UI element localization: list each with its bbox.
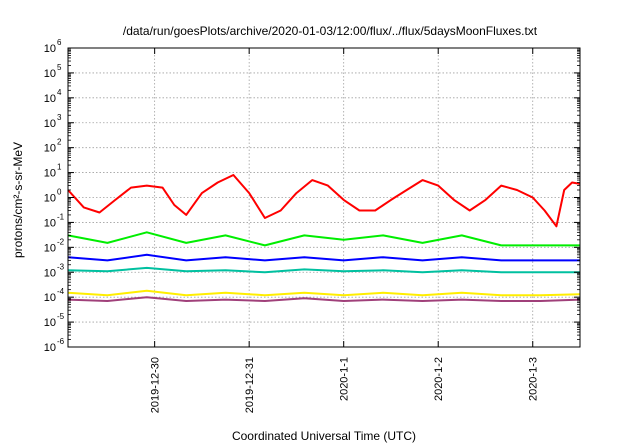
y-tick-exponent: 4	[57, 88, 62, 97]
grid	[68, 48, 580, 347]
x-tick-label: 2020-1-2	[433, 357, 445, 401]
series-layer	[67, 174, 581, 302]
series-line-1	[67, 174, 581, 228]
series-line-2	[67, 231, 580, 247]
y-tick-label: 10	[44, 43, 56, 55]
series-line-6	[67, 296, 581, 302]
y-tick-exponent: 3	[57, 113, 62, 122]
y-axis-label: protons/cm²-s-sr-MeV	[11, 142, 25, 258]
y-tick-label: 10	[44, 93, 56, 105]
series-line-4	[67, 266, 580, 274]
y-tick-label: 10	[44, 242, 56, 254]
y-tick-label: 10	[44, 342, 56, 354]
x-tick-label: 2020-1-3	[528, 357, 540, 401]
y-tick-exponent: 0	[57, 188, 62, 197]
x-tick-label: 2019-12-30	[150, 357, 162, 413]
y-tick-label: 10	[44, 267, 56, 279]
y-tick-label: 10	[44, 292, 56, 304]
y-tick-exponent: 6	[57, 38, 62, 47]
y-tick-exponent: -3	[57, 262, 65, 271]
series-line-3	[67, 253, 580, 262]
x-tick-label: 2019-12-31	[244, 357, 256, 413]
y-tick-exponent: -5	[57, 312, 65, 321]
y-tick-exponent: 5	[57, 63, 62, 72]
y-tick-label: 10	[44, 317, 56, 329]
y-tick-exponent: -2	[57, 237, 65, 246]
y-tick-label: 10	[44, 168, 56, 180]
x-tick-label: 2020-1-1	[339, 357, 351, 401]
y-tick-label: 10	[44, 193, 56, 205]
y-tick-label: 10	[44, 217, 56, 229]
y-tick-exponent: -1	[57, 212, 65, 221]
y-tick-label: 10	[44, 68, 56, 80]
y-tick-exponent: -4	[57, 287, 65, 296]
y-tick-label: 10	[44, 118, 56, 130]
y-tick-exponent: 2	[57, 138, 62, 147]
chart-title: /data/run/goesPlots/archive/2020-01-03/1…	[123, 24, 538, 38]
ticks: 10-610-510-410-310-210-11001011021031041…	[44, 38, 580, 413]
y-tick-exponent: -6	[57, 337, 65, 346]
y-tick-exponent: 1	[57, 163, 62, 172]
y-tick-label: 10	[44, 143, 56, 155]
x-axis-label: Coordinated Universal Time (UTC)	[232, 429, 416, 443]
series-line-5	[67, 289, 581, 297]
